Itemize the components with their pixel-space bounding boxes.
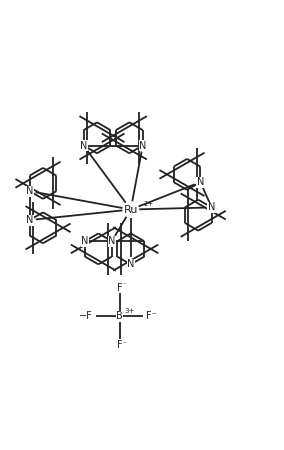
Text: ⁻: ⁻ [122,342,126,348]
Text: F⁻: F⁻ [146,311,157,321]
Text: N: N [139,140,147,151]
Text: Ru: Ru [124,205,138,215]
Text: −F: −F [79,311,93,321]
Text: N: N [197,177,204,187]
Text: N: N [26,215,33,225]
Text: N: N [108,236,116,246]
Text: N: N [208,202,215,212]
Text: N: N [80,140,87,151]
Text: B: B [116,311,123,321]
Text: F: F [117,283,122,293]
Text: ⁻: ⁻ [122,283,126,289]
Text: F: F [117,340,122,350]
Text: N: N [127,259,134,270]
Text: 2+: 2+ [143,202,154,207]
Text: 3+: 3+ [125,308,135,315]
Text: N: N [81,236,89,246]
Text: N: N [26,186,33,196]
